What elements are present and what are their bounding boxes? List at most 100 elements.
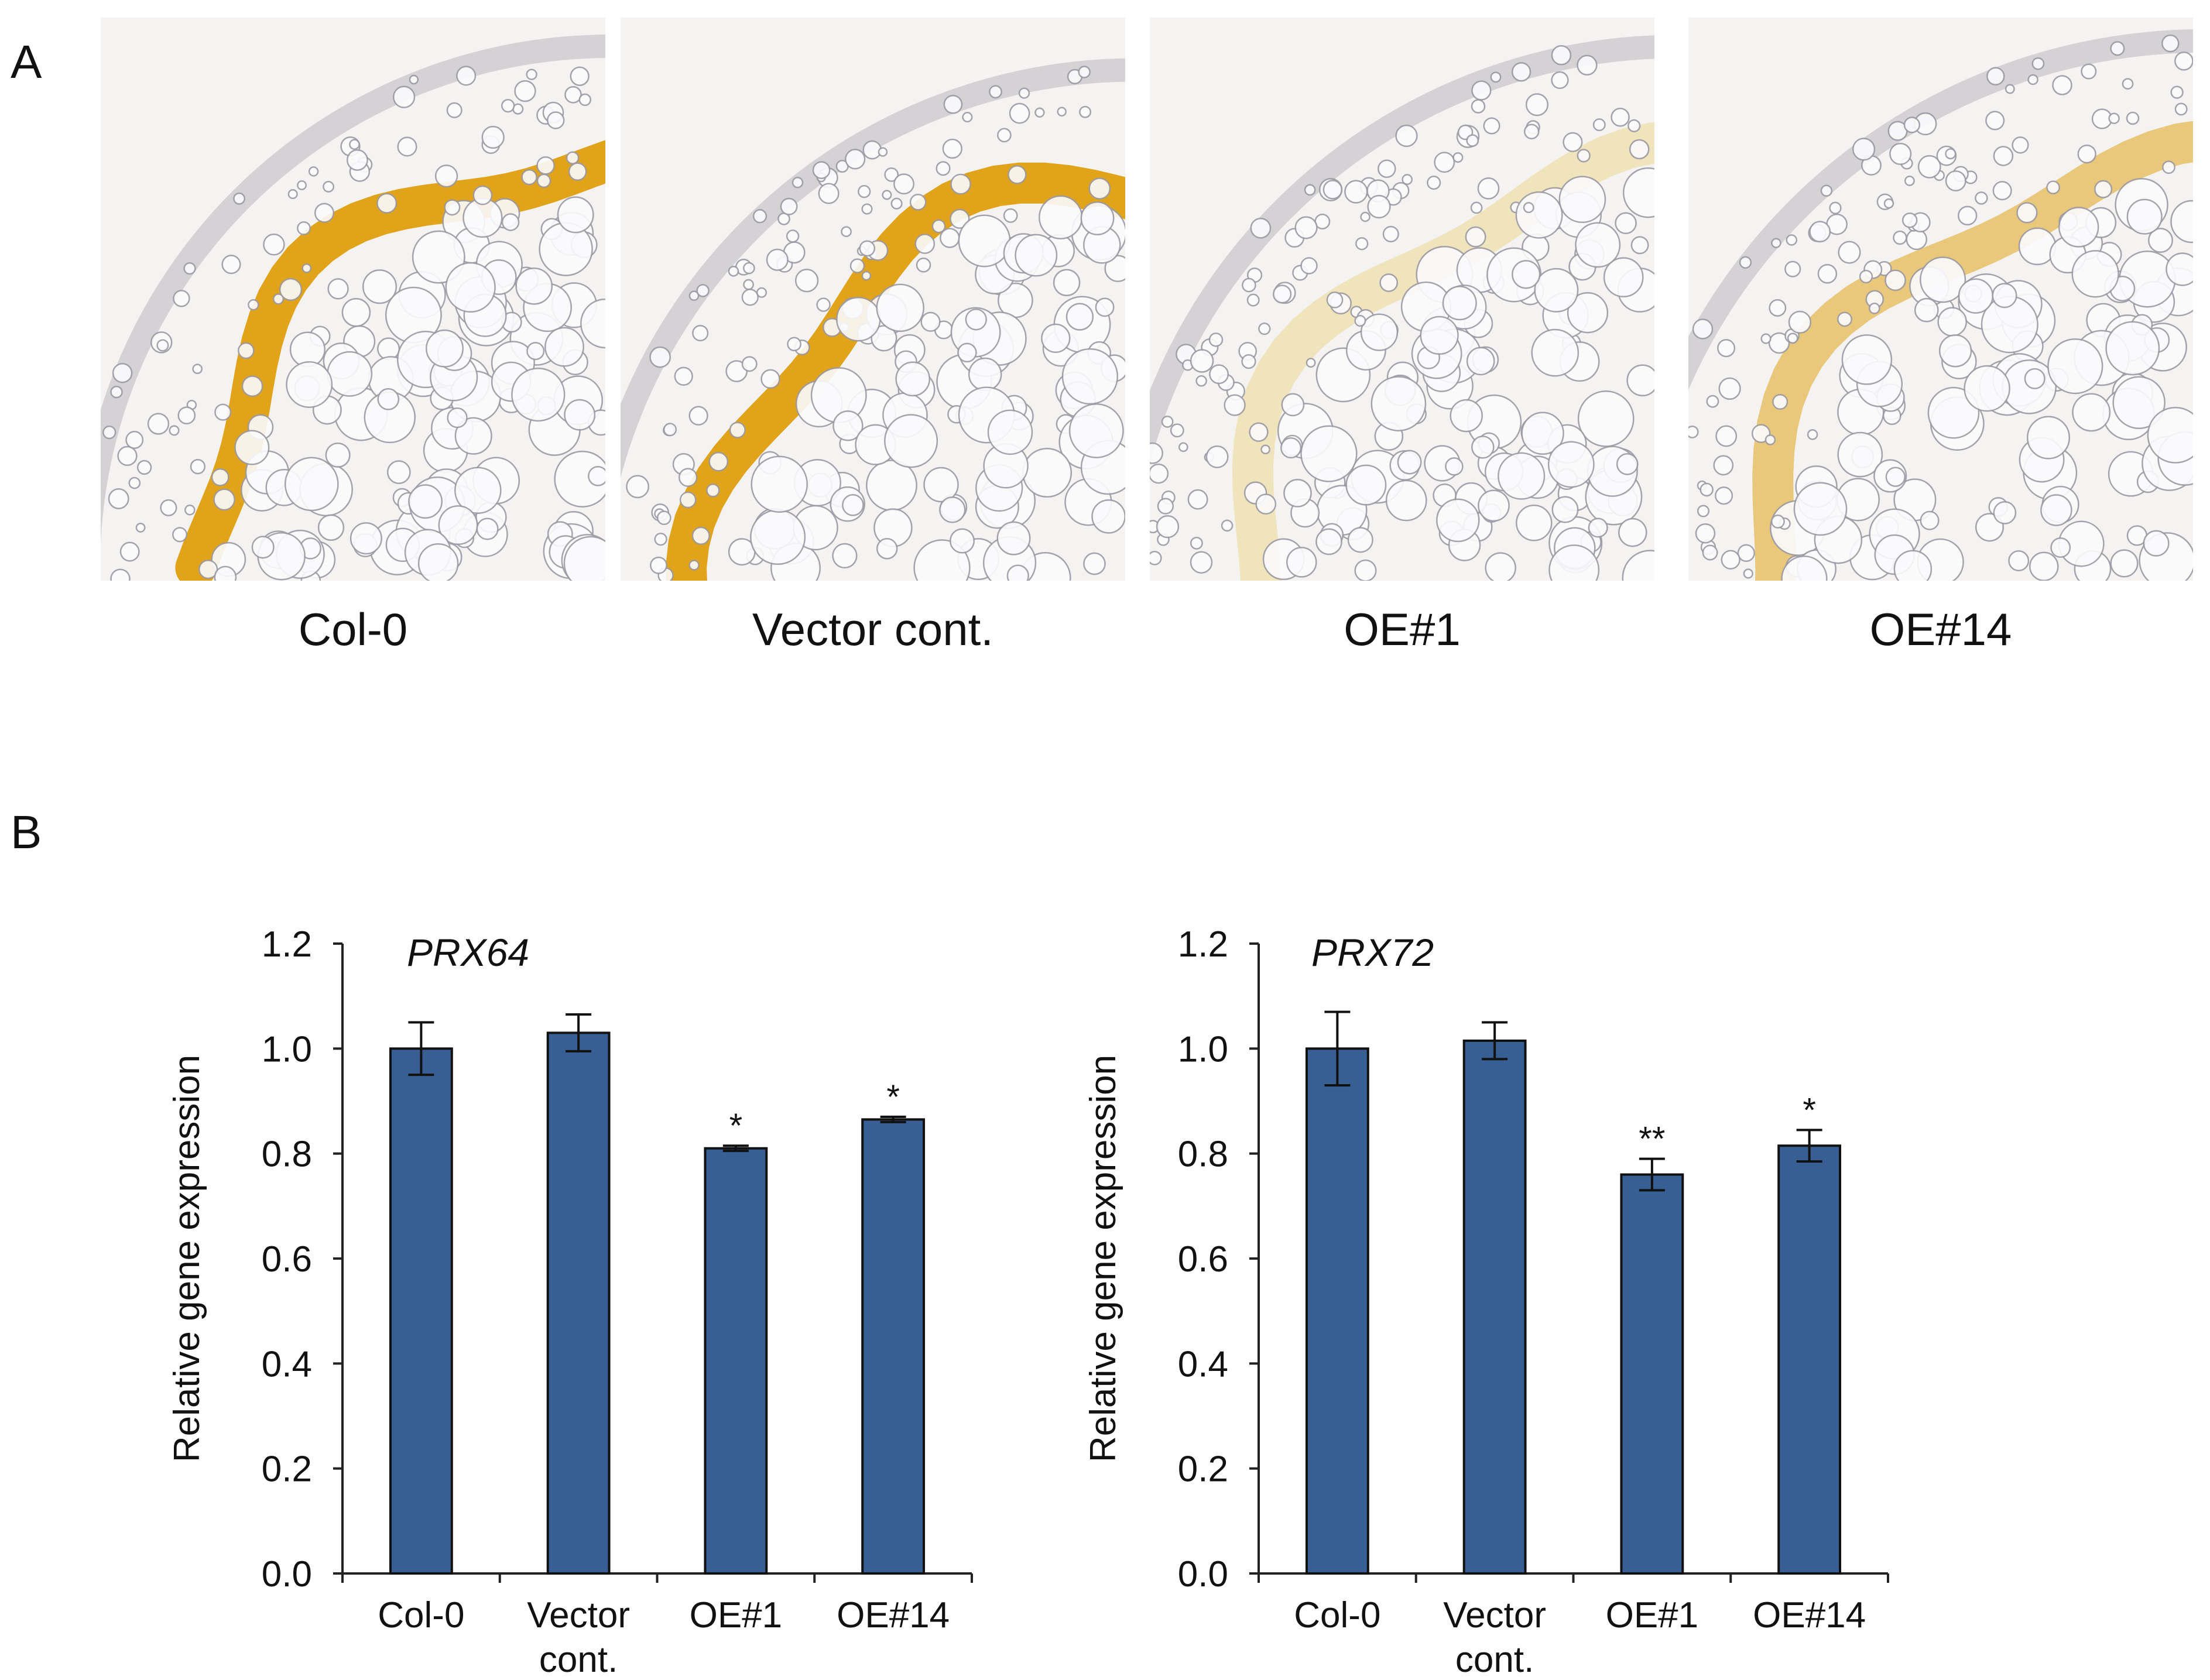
cell [192,364,203,375]
x-tick-label: OE#14 [837,1595,950,1636]
cell [1903,116,1921,133]
cell [564,85,582,104]
cell [1006,564,1029,581]
cell [362,269,398,304]
cell [301,263,312,273]
cell [2072,393,2111,432]
cell [472,185,493,205]
cell [511,367,566,422]
cell [2094,180,2113,198]
cell [1061,348,1119,405]
cell [1688,425,1699,438]
cell [1322,180,1343,200]
cell [656,510,671,525]
cell [878,147,888,157]
cell [884,414,938,468]
cell [832,410,864,441]
cell [1224,394,1246,416]
cell [1769,299,1787,317]
chart-prx64: 0.0 0.2 0.4 0.6 0.8 1.0 1.2 Relative gene expre… [167,924,973,1680]
cell [943,94,963,114]
cell [184,504,196,516]
cell [654,532,667,546]
cell [1483,117,1500,135]
cell [1355,237,1369,251]
cell [936,161,951,176]
cell [884,167,899,182]
bar [1462,1039,1527,1575]
cell [1841,334,1893,385]
cell [1920,510,1940,530]
cell [177,406,196,425]
cell [679,491,697,509]
chart-title: PRX64 [407,931,529,974]
cell [1015,234,1058,277]
cell [434,164,458,188]
cell [1360,211,1370,222]
cell [1088,177,1111,200]
cell [234,430,270,465]
cell [1079,105,1092,118]
cell [135,522,146,533]
cell [376,193,398,214]
cell [1009,102,1030,124]
cell [2081,63,2097,80]
cell [456,66,477,86]
cell [1551,71,1569,90]
bar [1777,1144,1842,1575]
cell [172,527,188,543]
cell [841,226,852,238]
cell [1326,292,1344,308]
cell [1304,184,1316,196]
cell [787,337,801,352]
cell [743,262,755,275]
cell [570,66,590,86]
cell [1692,318,1714,340]
cell [125,431,144,449]
cell [1534,268,1579,313]
cell [1616,452,1639,475]
cell [1300,425,1358,482]
cell [297,221,311,235]
cell [816,297,831,312]
cell [1993,501,2017,524]
cell [1397,450,1422,475]
cell [916,258,931,273]
cell [2016,202,2038,224]
cell [501,98,515,113]
cell [2105,321,2160,376]
cell [1095,297,1115,317]
cell [325,442,351,468]
cell [794,269,819,293]
cell [1280,437,1302,459]
cell [688,560,700,571]
x-tick-label: Vector cont. [527,1595,630,1680]
cell [939,496,966,523]
cell [1367,194,1391,219]
cell [526,68,537,80]
cell [557,196,594,234]
x-tick-label: Vector cont. [1443,1595,1546,1680]
cell [1003,208,1018,223]
cell [2110,549,2139,578]
cell [308,166,319,177]
cell [1743,568,1753,579]
x-tick-label: Col-0 [1294,1595,1380,1636]
cell [1737,544,1755,562]
cell [861,270,872,281]
cell [1170,423,1184,438]
cell [1378,159,1396,178]
panel-label-b: B [11,806,42,858]
cell [1768,332,1790,354]
tissue [621,58,1125,581]
cell [1354,559,1377,581]
cell [859,240,876,257]
y-tick-label: 0.4 [1178,1344,1228,1384]
cell [1859,269,1873,284]
cell [241,375,263,397]
cell [2143,530,2170,557]
cell [1567,292,1609,334]
cell [1466,134,1479,147]
cell [1516,505,1553,541]
cell [997,128,1012,143]
